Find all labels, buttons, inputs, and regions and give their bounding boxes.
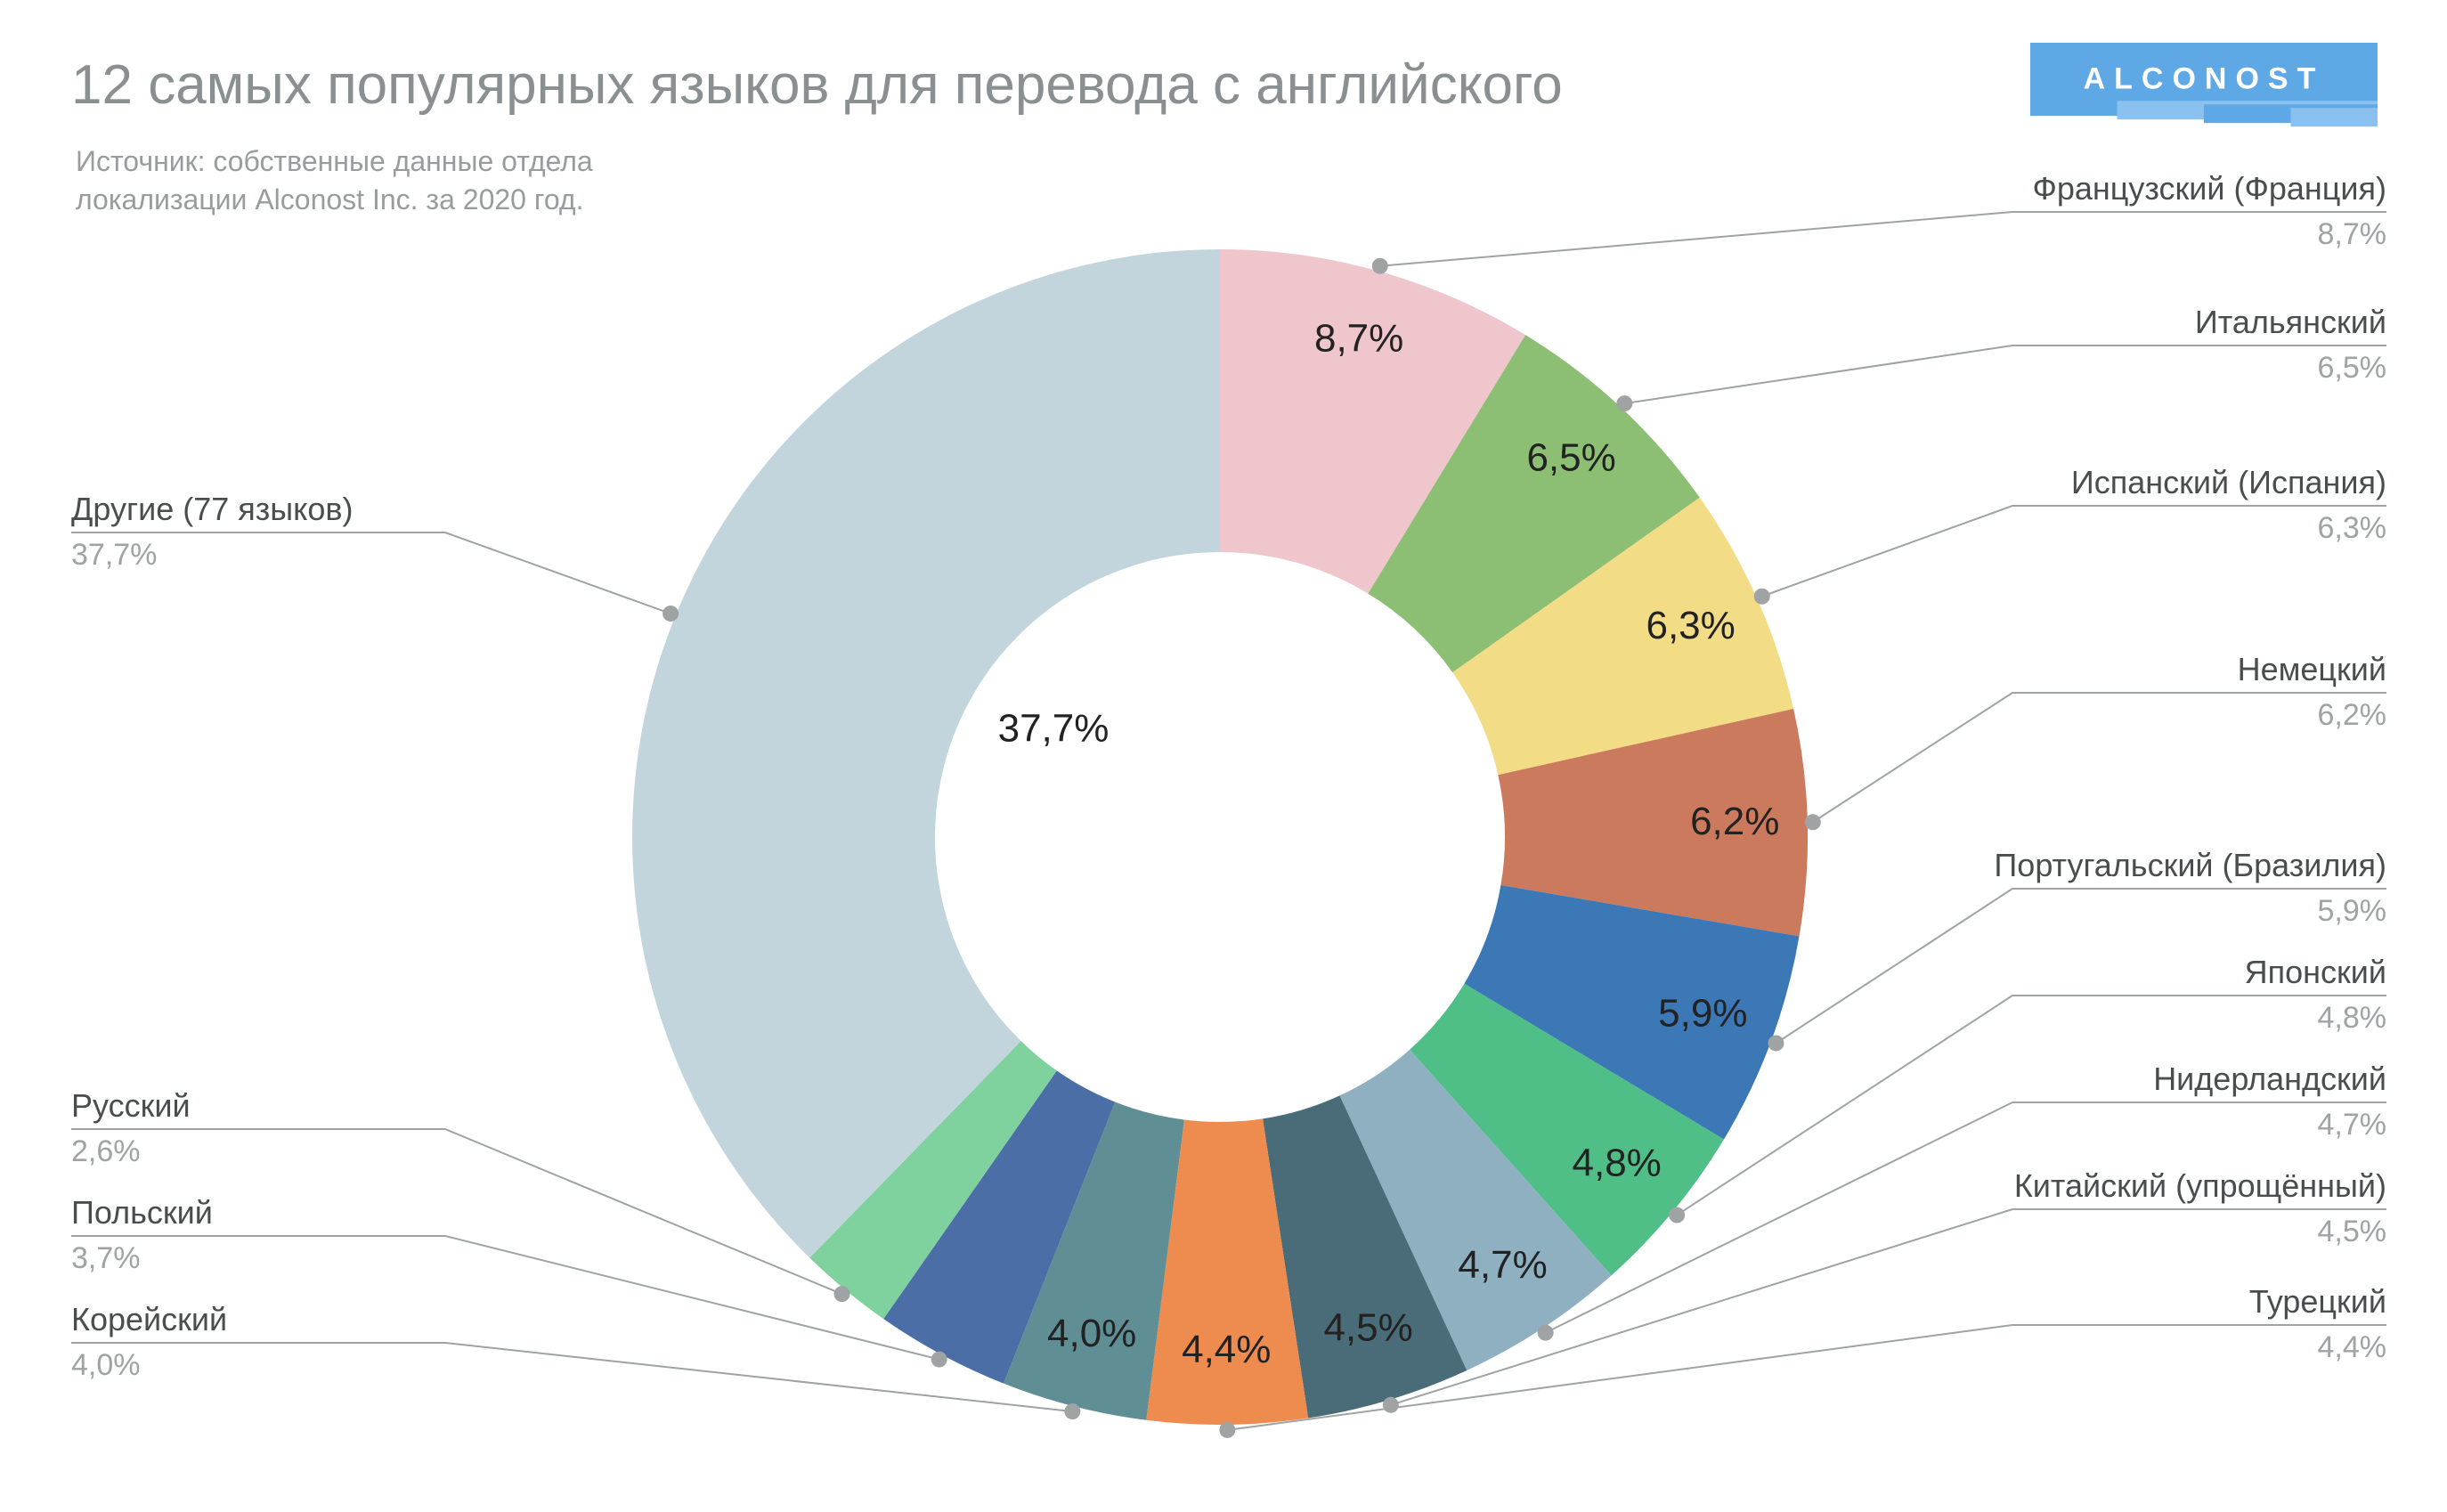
slice-value-label: 4,7% <box>1458 1243 1547 1287</box>
leader-dot <box>1538 1325 1554 1341</box>
leader-line <box>71 1343 1072 1411</box>
legend-name: Корейский <box>71 1301 227 1337</box>
legend-value: 8,7% <box>2318 217 2387 251</box>
legend-value: 6,2% <box>2318 698 2387 732</box>
slice-value-label: 4,0% <box>1047 1312 1136 1355</box>
legend-name: Русский <box>71 1087 191 1124</box>
legend-name: Итальянский <box>2195 304 2386 340</box>
leader-line <box>1624 345 2386 403</box>
leader-dot <box>1064 1403 1080 1419</box>
slice-value-label: 6,5% <box>1526 436 1615 480</box>
legend-value: 37,7% <box>71 538 157 572</box>
legend-name: Китайский (упрощённый) <box>2014 1167 2386 1204</box>
legend-value: 4,0% <box>71 1348 141 1382</box>
legend-name: Нидерландский <box>2153 1061 2386 1097</box>
leader-dot <box>833 1286 850 1302</box>
legend-name: Французский (Франция) <box>2033 170 2386 207</box>
leader-line <box>1762 506 2386 597</box>
leader-dot <box>1372 258 1388 274</box>
legend-name: Португальский (Бразилия) <box>1994 847 2386 883</box>
leader-dot <box>1805 814 1821 830</box>
donut-slice <box>632 249 1220 1258</box>
legend-value: 6,5% <box>2318 351 2387 385</box>
leader-dot <box>1616 395 1632 411</box>
legend-name: Польский <box>71 1194 213 1231</box>
donut-chart: 8,7% 6,5% 6,3% 6,2% 5,9% 4,8% 4,7% 4,5% 4,4% 4,0%… <box>0 0 2447 1512</box>
slice-value-label: 6,2% <box>1690 800 1779 843</box>
slice-value-label: 5,9% <box>1658 992 1747 1036</box>
slice-value-label: 6,3% <box>1646 604 1735 647</box>
slice-value-label: 4,5% <box>1323 1306 1412 1350</box>
slice-value-label: 4,4% <box>1182 1328 1271 1371</box>
legend-value: 3,7% <box>71 1241 141 1275</box>
chart-stage: 12 самых популярных языков для перевода … <box>0 0 2447 1512</box>
legend-value: 4,8% <box>2318 1001 2387 1035</box>
leader-line <box>1813 693 2386 822</box>
legend-name: Другие (77 языков) <box>71 491 353 527</box>
legend-value: 4,5% <box>2318 1215 2387 1248</box>
legend-value: 5,9% <box>2318 894 2387 928</box>
leader-dot <box>1219 1422 1235 1438</box>
legend-value: 4,7% <box>2318 1108 2387 1142</box>
leader-dot <box>1754 589 1770 605</box>
leader-line <box>1380 212 2386 266</box>
leader-dot <box>663 606 679 622</box>
slice-value-label: 4,8% <box>1573 1141 1662 1184</box>
leader-dot <box>1383 1397 1399 1413</box>
legend-name: Турецкий <box>2249 1283 2386 1320</box>
legend-value: 6,3% <box>2318 511 2387 545</box>
legend-value: 4,4% <box>2318 1330 2387 1364</box>
legend-name: Немецкий <box>2238 651 2386 687</box>
leader-dot <box>931 1352 947 1368</box>
legend-value: 2,6% <box>71 1134 141 1168</box>
slice-value-label: 8,7% <box>1314 317 1403 361</box>
leader-dot <box>1768 1035 1784 1051</box>
leader-line <box>71 532 671 614</box>
leader-dot <box>1669 1207 1685 1223</box>
legend-name: Японский <box>2245 954 2386 990</box>
slice-value-label: 37,7% <box>998 707 1110 751</box>
legend-name: Испанский (Испания) <box>2071 464 2386 500</box>
